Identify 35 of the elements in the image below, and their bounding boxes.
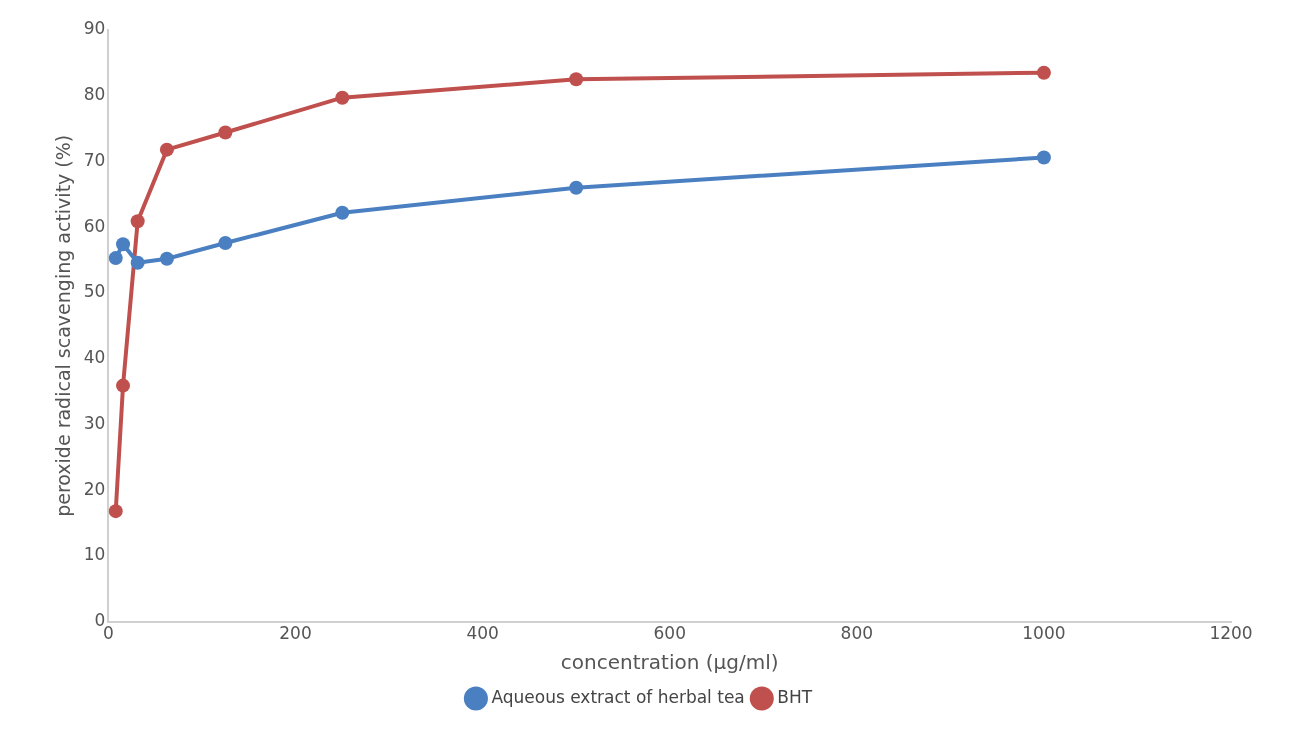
point xyxy=(569,72,584,87)
y-tick-label: 10 xyxy=(83,544,106,565)
x-tick-label: 200 xyxy=(279,623,312,644)
point xyxy=(335,205,350,220)
x-tick-label: 600 xyxy=(653,623,686,644)
point xyxy=(159,142,174,157)
point xyxy=(108,504,123,519)
x-axis-title: concentration (µg/ml) xyxy=(560,650,779,675)
y-tick-label: 30 xyxy=(83,412,106,433)
point xyxy=(218,235,233,250)
y-tick-label: 90 xyxy=(83,18,106,39)
y-tick-label: 80 xyxy=(83,84,106,105)
point xyxy=(116,378,131,393)
point xyxy=(130,255,145,270)
y-tick-label: 60 xyxy=(83,215,106,236)
point xyxy=(116,237,131,252)
legend-label: BHT xyxy=(777,686,813,707)
legend-label: Aqueous extract of herbal tea xyxy=(491,686,745,707)
x-tick-label: 1000 xyxy=(1022,623,1066,644)
point xyxy=(569,180,584,195)
x-tick-label: 400 xyxy=(466,623,499,644)
x-tick-label: 800 xyxy=(840,623,874,644)
point xyxy=(218,125,233,140)
point xyxy=(108,251,123,266)
y-tick-label: 40 xyxy=(83,347,106,368)
point xyxy=(1036,65,1051,80)
point xyxy=(335,90,350,105)
y-tick-label: 50 xyxy=(83,281,106,302)
y-axis-title: peroxide radical scavenging activity (%) xyxy=(52,134,75,517)
x-tick-label: 1200 xyxy=(1209,623,1253,644)
point xyxy=(130,214,145,229)
point xyxy=(159,251,174,266)
point xyxy=(1036,150,1051,165)
y-tick-label: 70 xyxy=(83,149,106,170)
y-tick-label: 20 xyxy=(83,478,106,499)
